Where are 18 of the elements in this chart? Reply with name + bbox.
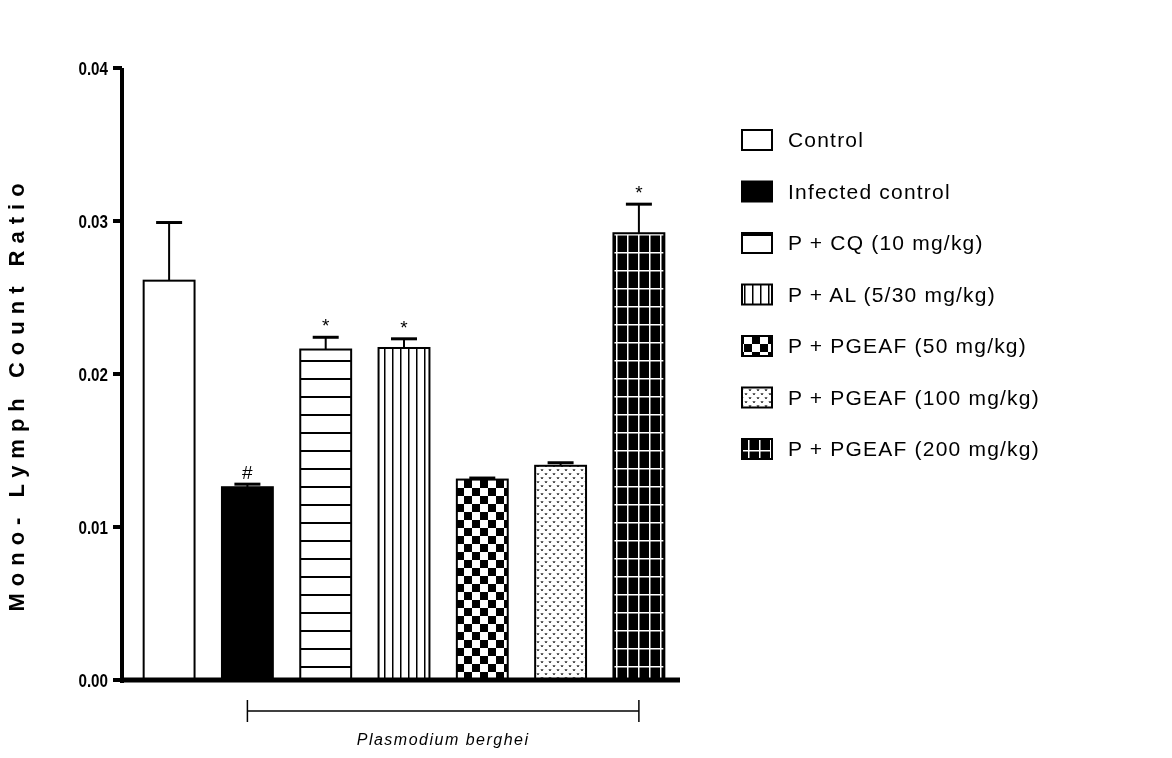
text: Plasmodium berghei (356, 731, 530, 748)
annotation: * (635, 182, 644, 204)
annotation: # (242, 462, 254, 484)
legend-label: P + PGEAF (100 mg/kg) (788, 385, 1040, 409)
legend-label: Control (788, 128, 865, 152)
y-tick-label: 0.03 (78, 209, 108, 233)
legend-label: P + AL (5/30 mg/kg) (788, 282, 996, 306)
y-tick-label: 0.02 (78, 362, 108, 386)
legend-label: P + PGEAF (50 mg/kg) (788, 334, 1027, 358)
annotation: * (400, 316, 409, 338)
y-tick-label: 0.04 (78, 56, 109, 80)
y-tick-label: 0.00 (78, 668, 108, 692)
legend-label: P + CQ (10 mg/kg) (788, 231, 984, 255)
legend-label: Infected control (788, 179, 951, 203)
annotation: * (322, 315, 330, 337)
y-axis-title: Mono- Lymph Count Ratio (4, 176, 29, 612)
legend-label: P + PGEAF (200 mg/kg) (788, 437, 1040, 461)
y-tick-label: 0.01 (78, 515, 109, 539)
